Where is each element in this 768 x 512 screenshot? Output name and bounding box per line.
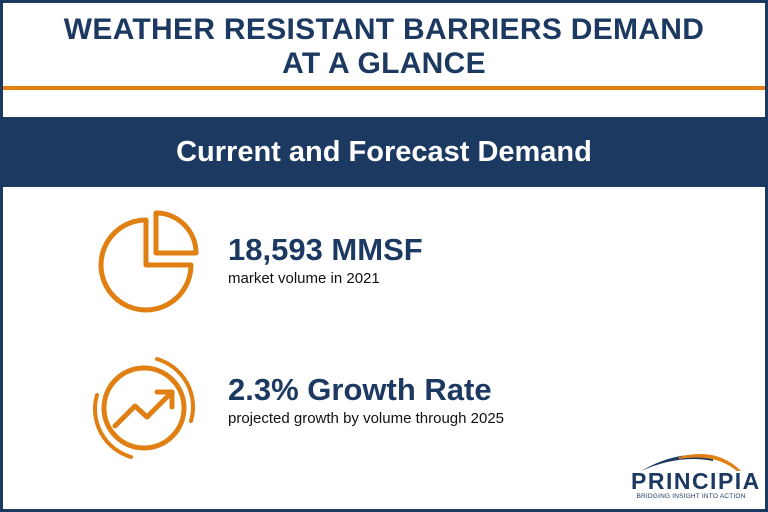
principia-logo: PRINCIPIA BRIDGING INSIGHT INTO ACTION — [631, 451, 761, 503]
page-title-line-2: AT A GLANCE — [282, 47, 486, 80]
growth-rate-caption: projected growth by volume through 2025 — [228, 410, 505, 427]
growth-rate-value: 2.3% Growth Rate — [228, 372, 492, 407]
section-banner-label: Current and Forecast Demand — [176, 136, 592, 168]
logo-wordmark: PRINCIPIA — [631, 468, 761, 494]
bridge-arch-icon — [641, 454, 741, 471]
title-divider — [3, 86, 765, 90]
logo-tagline: BRIDGING INSIGHT INTO ACTION — [636, 493, 746, 500]
page-title-line-1: WEATHER RESISTANT BARRIERS DEMAND — [63, 13, 705, 46]
market-volume-caption: market volume in 2021 — [228, 270, 380, 287]
page-title: WEATHER RESISTANT BARRIERS DEMAND AT A G… — [3, 13, 765, 81]
market-volume-value: 18,593 MMSF — [228, 232, 423, 267]
pie-chart-icon — [98, 210, 199, 313]
growth-trend-icon — [93, 357, 195, 459]
section-banner: Current and Forecast Demand — [3, 117, 765, 187]
